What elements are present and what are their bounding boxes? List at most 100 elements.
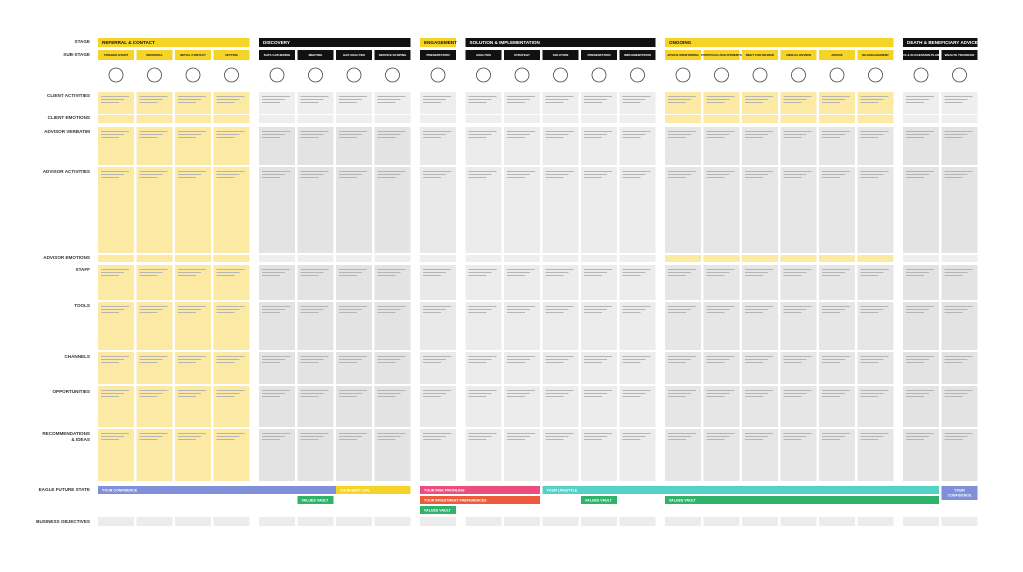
text-placeholder [468,269,497,270]
text-placeholder [468,390,497,391]
text-placeholder [139,359,163,360]
stage-title: ONGOING [669,40,692,45]
cell [857,265,894,300]
text-placeholder [545,102,564,103]
cell [420,115,456,123]
text-placeholder [178,275,196,276]
cell [780,255,817,262]
cell [175,265,211,300]
text-placeholder [468,177,487,178]
text-placeholder [584,99,607,100]
text-placeholder [423,433,451,434]
cell [420,352,456,384]
cell [619,386,656,427]
text-placeholder [507,393,530,394]
text-placeholder [860,439,879,440]
text-placeholder [178,102,196,103]
sub-stage-title: DATA GATHERING [264,53,291,57]
text-placeholder [139,137,158,138]
text-placeholder [507,439,525,440]
sub-stage-title: PRESENTATION [587,53,610,57]
text-placeholder [507,174,530,175]
sub-stage-header [780,50,817,60]
cell [465,429,502,481]
text-placeholder [300,356,329,357]
cell [819,429,855,481]
text-placeholder [906,306,934,307]
text-placeholder [860,396,879,397]
text-placeholder [745,390,773,391]
text-placeholder [822,102,840,103]
cell [336,255,372,262]
cell [542,429,579,481]
text-placeholder [860,306,889,307]
text-placeholder [339,309,362,310]
text-placeholder [545,272,569,273]
row-label: STAGE [75,39,90,44]
cell [665,386,701,427]
text-placeholder [745,309,768,310]
row-label: TOOLS [74,303,90,308]
text-placeholder [622,439,641,440]
cell [136,167,173,253]
text-placeholder [783,177,802,178]
cell [703,115,740,123]
text-placeholder [300,269,329,270]
icon [791,67,806,83]
text-placeholder [139,272,163,273]
text-placeholder [377,171,406,172]
sub-stage-title: GAP ANALYSIS [343,53,365,57]
cell [98,115,134,123]
text-placeholder [668,433,696,434]
text-placeholder [339,99,362,100]
icon [591,67,607,83]
cell [619,352,656,384]
text-placeholder [377,393,401,394]
text-placeholder [944,312,963,313]
text-placeholder [745,99,768,100]
text-placeholder [216,356,245,357]
cell [941,265,978,300]
cell [98,386,134,427]
text-placeholder [822,134,845,135]
text-placeholder [262,433,290,434]
icon [476,67,491,83]
cell [542,386,579,427]
cell [780,352,817,384]
text-placeholder [216,99,240,100]
text-placeholder [178,134,201,135]
text-placeholder [262,272,285,273]
cell [542,265,579,300]
cell [297,429,334,481]
text-placeholder [339,312,357,313]
cell [136,127,173,165]
text-placeholder [101,306,129,307]
cell [703,265,740,300]
cell [703,255,740,262]
text-placeholder [822,309,845,310]
text-placeholder [423,393,446,394]
text-placeholder [944,309,968,310]
text-placeholder [584,96,612,97]
text-placeholder [377,177,396,178]
text-placeholder [706,436,730,437]
text-placeholder [101,390,129,391]
text-placeholder [377,306,406,307]
text-placeholder [101,96,129,97]
text-placeholder [783,171,812,172]
text-placeholder [262,174,285,175]
text-placeholder [300,275,319,276]
cell [213,265,250,300]
cell [941,255,978,262]
text-placeholder [668,99,691,100]
cell [504,127,540,165]
text-placeholder [468,306,497,307]
text-placeholder [139,309,163,310]
text-placeholder [262,306,290,307]
text-placeholder [860,102,879,103]
cell [742,265,778,300]
cell [420,127,456,165]
text-placeholder [944,96,973,97]
sub-stage-title: REFERRAL [146,53,163,57]
row-label: EAGLE FUTURE STATE [39,487,90,492]
